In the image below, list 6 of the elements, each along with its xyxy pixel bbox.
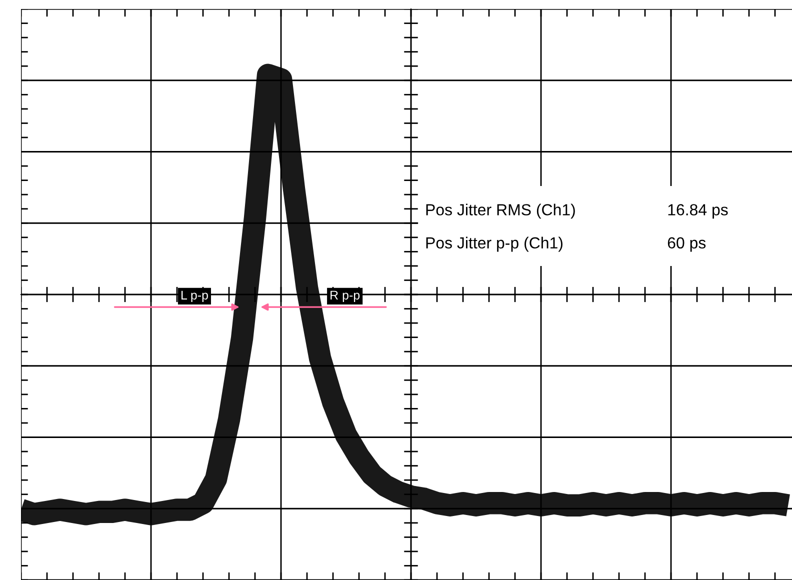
annotation: Pos Jitter RMS (Ch1) (426, 204, 575, 219)
annotation: 16.84 ps (668, 204, 728, 219)
annotation: 60 ps (668, 237, 706, 252)
annotation: R p-p (330, 290, 360, 302)
annotation: L p-p (181, 290, 208, 302)
annotation: Pos Jitter p-p (Ch1) (426, 236, 562, 252)
